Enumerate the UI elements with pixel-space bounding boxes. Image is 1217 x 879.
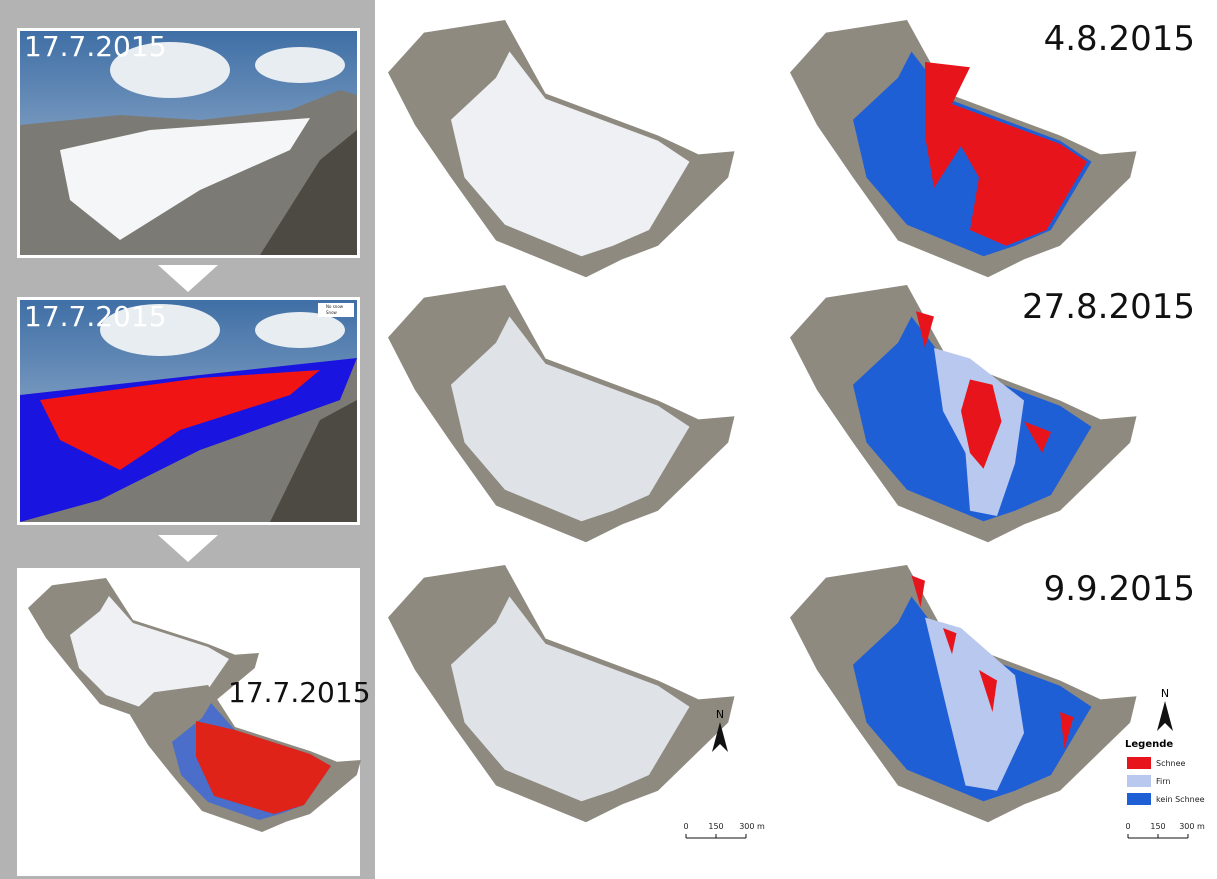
- orthophoto: [388, 20, 735, 277]
- scale-bar: 0 150 300 m: [1125, 822, 1205, 838]
- classified-photo: No snow Snow 17.7.2015: [17, 297, 360, 525]
- map-summary: 17.7.2015: [17, 568, 371, 876]
- scale-label: 300 m: [1179, 822, 1205, 831]
- map-date: 17.7.2015: [228, 676, 371, 709]
- photo-legend-item: No snow: [326, 304, 344, 309]
- north-label: N: [716, 708, 724, 721]
- photo-legend-item: Snow: [326, 310, 338, 315]
- north-arrow: N: [1157, 687, 1173, 731]
- legend-title: Legende: [1125, 739, 1173, 750]
- date: 9.9.2015: [1044, 569, 1195, 609]
- photo: 17.7.2015: [17, 28, 360, 258]
- classified-date: 17.7.2015: [24, 300, 167, 333]
- scale-label: 0: [1125, 822, 1130, 831]
- scale-label: 0: [683, 822, 688, 831]
- legend-item: Schnee: [1156, 759, 1186, 768]
- scale-bar: 0 150 300 m: [683, 822, 765, 838]
- scale-label: 150: [708, 822, 723, 831]
- orthophoto: [388, 285, 735, 542]
- scale-label: 300 m: [739, 822, 765, 831]
- legend-item: kein Schnee: [1156, 795, 1205, 804]
- legend-item: Firn: [1156, 777, 1170, 786]
- maps: [388, 20, 1137, 822]
- photo-date: 17.7.2015: [24, 30, 167, 63]
- scale-label: 150: [1150, 822, 1165, 831]
- orthophoto: [388, 565, 735, 822]
- date: 27.8.2015: [1022, 287, 1195, 327]
- figure: 17.7.2015 No snow Snow 17.7.2015 17.7.20…: [0, 0, 1217, 879]
- north-label: N: [1161, 687, 1169, 700]
- date: 4.8.2015: [1044, 19, 1195, 59]
- legend: Legende Schnee Firn kein Schnee: [1125, 739, 1205, 805]
